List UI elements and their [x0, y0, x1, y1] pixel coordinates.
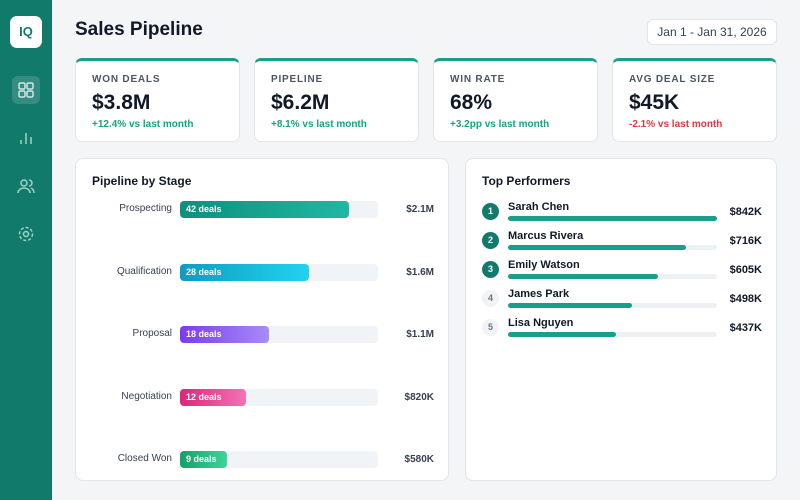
- performer-name: Sarah Chen: [508, 201, 570, 213]
- date-range[interactable]: Jan 1 - Jan 31, 2026: [647, 19, 777, 45]
- performer-bar: [508, 274, 659, 279]
- stage-label: Negotiation: [121, 390, 172, 402]
- rank-badge: 2: [482, 232, 499, 249]
- page-title: Sales Pipeline: [75, 19, 203, 40]
- rank-badge: 5: [482, 319, 499, 336]
- kpi-change: +12.4% vs last month: [92, 119, 194, 130]
- stage-label: Prospecting: [119, 203, 172, 214]
- stage-bar: 9 deals: [180, 451, 227, 468]
- kpi-card: AVG DEAL SIZE $45K -2.1% vs last month: [612, 58, 777, 142]
- nav-settings[interactable]: [12, 220, 40, 248]
- performers-panel: Top Performers 1 Sarah Chen $842K 2 Marcus R…: [465, 158, 777, 481]
- kpi-label: WIN RATE: [450, 74, 506, 85]
- bar-track: [180, 451, 378, 468]
- kpi-change: +3.2pp vs last month: [450, 119, 550, 130]
- rank-badge: 1: [482, 203, 499, 220]
- icon: [17, 179, 35, 194]
- performer-name: Emily Watson: [508, 259, 580, 271]
- rank-badge: 4: [482, 290, 499, 307]
- performer-value: $716K: [729, 235, 762, 247]
- stage-bar: 12 deals: [180, 388, 247, 406]
- kpi-value: $45K: [629, 91, 680, 114]
- performer-bar: [508, 216, 717, 221]
- stage-value: $2.1M: [406, 204, 434, 215]
- performer-name: Marcus Rivera: [508, 230, 584, 242]
- performer-value: $605K: [729, 264, 762, 276]
- logo[interactable]: IQ: [10, 16, 42, 48]
- kpi-label: AVG DEAL SIZE: [629, 74, 716, 85]
- kpi-label: WON DEALS: [92, 74, 161, 85]
- performer-name: James Park: [508, 288, 570, 300]
- nav-reports[interactable]: [12, 124, 40, 152]
- stage-bar: 28 deals: [180, 263, 309, 281]
- performer-bar: [508, 303, 632, 308]
- kpi-value: 68%: [450, 91, 493, 114]
- kpi-value: $3.8M: [92, 91, 151, 114]
- kpi-label: PIPELINE: [271, 74, 323, 85]
- performer-bar: [508, 332, 617, 337]
- icon: [18, 226, 34, 242]
- panel-title: Pipeline by Stage: [92, 174, 192, 188]
- nav-dashboard[interactable]: [12, 76, 40, 104]
- kpi-card: PIPELINE $6.2M +8.1% vs last month: [254, 58, 419, 142]
- stage-value: $820K: [404, 391, 434, 403]
- icon: [18, 82, 34, 98]
- performer-bar: [508, 245, 686, 250]
- stage-label: Qualification: [116, 265, 172, 277]
- rank-badge: 3: [482, 261, 499, 278]
- icon: [20, 133, 32, 144]
- nav-team[interactable]: [12, 172, 40, 200]
- stage-label: Closed Won: [117, 453, 172, 464]
- kpi-value: $6.2M: [271, 91, 330, 114]
- stage-label: Proposal: [132, 328, 172, 339]
- kpi-card: WIN RATE 68% +3.2pp vs last month: [433, 58, 598, 142]
- sidebar: IQ: [0, 0, 52, 500]
- performer-name: Lisa Nguyen: [508, 317, 574, 329]
- stage-value: $1.6M: [406, 266, 434, 278]
- pipeline-panel: Pipeline by Stage Prospecting 42 deals $2.…: [75, 158, 449, 481]
- kpi-change: +8.1% vs last month: [271, 119, 367, 130]
- stage-value: $580K: [404, 454, 434, 465]
- kpi-card: WON DEALS $3.8M +12.4% vs last month: [75, 58, 240, 142]
- panel-title: Top Performers: [482, 174, 571, 188]
- performer-value: $437K: [729, 322, 762, 334]
- stage-bar: 18 deals: [180, 326, 269, 343]
- performer-value: $498K: [729, 293, 762, 305]
- kpi-change: -2.1% vs last month: [629, 119, 723, 130]
- stage-value: $1.1M: [406, 329, 434, 340]
- stage-bar: 42 deals: [180, 201, 350, 218]
- performer-value: $842K: [729, 206, 762, 218]
